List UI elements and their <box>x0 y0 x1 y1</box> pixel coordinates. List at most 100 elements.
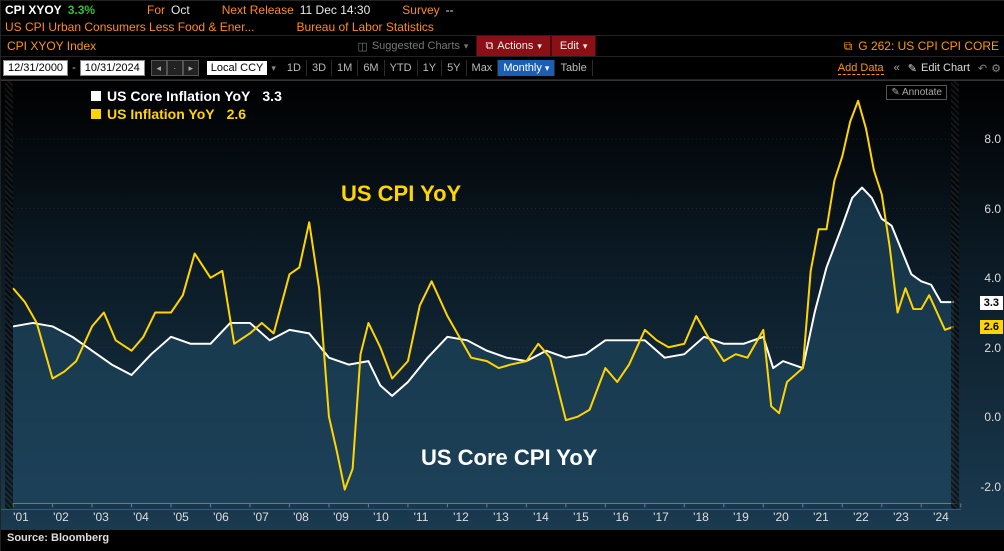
source-label: Source: <box>7 532 48 544</box>
timeframe-3d[interactable]: 3D <box>307 60 332 76</box>
ticker-value: 3.3% <box>68 3 95 17</box>
x-tick-label: '06 <box>201 509 241 529</box>
series-end-flag: 2.6 <box>980 320 1003 334</box>
legend-label: US Inflation YoY <box>107 105 215 123</box>
header-row-1: CPI XYOY 3.3% For Oct Next Release 11 De… <box>1 1 1004 18</box>
chart-area: US Core Inflation YoY3.3US Inflation YoY… <box>1 80 1004 529</box>
popout-icon[interactable]: ⧉ <box>844 39 853 54</box>
legend-item: US Inflation YoY 2.6 <box>91 105 282 123</box>
legend-swatch <box>91 109 101 119</box>
ticker-code: CPI XYOY <box>5 3 62 17</box>
timeframe-1m[interactable]: 1M <box>332 60 358 76</box>
x-tick-label: '15 <box>561 509 601 529</box>
series-end-flag: 3.3 <box>980 296 1003 310</box>
x-tick-label: '14 <box>521 509 561 529</box>
x-tick-label: '18 <box>681 509 721 529</box>
x-tick-label: '04 <box>121 509 161 529</box>
chart-icon: ◫ <box>357 40 367 53</box>
for-value: Oct <box>171 3 190 17</box>
x-tick-label: '11 <box>401 509 441 529</box>
range-toolbar: 12/31/2000 - 10/31/2024 ◂·▸ Local CCY ▾ … <box>1 57 1004 80</box>
chevron-down-icon: ▾ <box>464 41 469 52</box>
legend-value: 3.3 <box>262 87 281 105</box>
source-agency: Bureau of Labor Statistics <box>296 20 433 34</box>
ccy-select[interactable]: Local CCY <box>207 61 268 75</box>
x-tick-label: '01 <box>1 509 41 529</box>
footer: Source: Bloomberg <box>1 529 1004 551</box>
pencil-icon: ✎ <box>908 62 917 75</box>
add-data-button[interactable]: Add Data <box>838 62 884 75</box>
x-tick-label: '23 <box>881 509 921 529</box>
for-label: For <box>147 3 165 17</box>
chevron-down-icon: ▾ <box>537 41 542 52</box>
actions-button[interactable]: ⧉ Actions ▾ <box>476 36 550 56</box>
y-tick-label: 2.0 <box>984 341 1001 355</box>
legend-swatch <box>91 91 101 101</box>
settings-icon[interactable]: ⚙ <box>991 62 1001 75</box>
source-value: Bloomberg <box>51 532 109 544</box>
timeframe-ytd[interactable]: YTD <box>385 60 418 76</box>
suggested-charts-button[interactable]: ◫ Suggested Charts ▾ <box>349 36 476 56</box>
timeframe-max[interactable]: Max <box>467 60 499 76</box>
next-release-label: Next Release <box>222 3 294 17</box>
toolbar: CPI XYOY Index ◫ Suggested Charts ▾ ⧉ Ac… <box>1 35 1004 57</box>
x-tick-label: '19 <box>721 509 761 529</box>
date-stepper[interactable]: ◂·▸ <box>151 60 199 76</box>
g-chart-label: G 262: US CPI CPI CORE <box>858 39 999 53</box>
x-tick-label: '05 <box>161 509 201 529</box>
period-label: Monthly <box>503 62 542 74</box>
x-axis: '01'02'03'04'05'06'07'08'09'10'11'12'13'… <box>1 509 961 529</box>
y-tick-label: 6.0 <box>984 202 1001 216</box>
start-date-input[interactable]: 12/31/2000 <box>3 60 68 76</box>
legend-value: 2.6 <box>227 105 246 123</box>
end-date-input[interactable]: 10/31/2024 <box>80 60 145 76</box>
actions-label: Actions <box>497 40 533 52</box>
period-select[interactable]: Monthly ▾ <box>498 60 555 76</box>
x-tick-label: '22 <box>841 509 881 529</box>
y-tick-label: -2.0 <box>980 480 1001 494</box>
x-tick-label: '20 <box>761 509 801 529</box>
chart-title-core: US Core CPI YoY <box>421 445 597 471</box>
y-axis: -2.00.02.04.06.08.03.32.6 <box>961 81 1004 529</box>
timeframe-1y[interactable]: 1Y <box>418 60 442 76</box>
chart-title-headline: US CPI YoY <box>341 181 461 207</box>
edit-button[interactable]: Edit ▾ <box>551 36 597 56</box>
x-tick-label: '17 <box>641 509 681 529</box>
x-tick-label: '07 <box>241 509 281 529</box>
series-name: US CPI Urban Consumers Less Food & Ener.… <box>5 20 254 34</box>
collapse-icon[interactable]: « <box>894 62 900 74</box>
survey-value: -- <box>446 3 454 17</box>
legend-label: US Core Inflation YoY <box>107 87 250 105</box>
x-tick-label: '03 <box>81 509 121 529</box>
annotate-button[interactable]: ✎ Annotate <box>886 85 947 100</box>
timeframe-5y[interactable]: 5Y <box>442 60 466 76</box>
x-tick-label: '08 <box>281 509 321 529</box>
x-tick-label: '02 <box>41 509 81 529</box>
edit-chart-label: Edit Chart <box>921 62 970 74</box>
survey-label: Survey <box>402 3 439 17</box>
actions-icon: ⧉ <box>485 40 493 53</box>
suggested-charts-label: Suggested Charts <box>372 40 460 52</box>
undo-icon[interactable]: ↶ <box>978 62 987 75</box>
x-tick-label: '16 <box>601 509 641 529</box>
table-view-button[interactable]: Table <box>555 60 592 76</box>
y-tick-label: 4.0 <box>984 271 1001 285</box>
index-label: CPI XYOY Index <box>1 39 102 53</box>
timeframe-6m[interactable]: 6M <box>358 60 384 76</box>
chevron-down-icon: ▾ <box>583 41 588 52</box>
legend-item: US Core Inflation YoY 3.3 <box>91 87 282 105</box>
x-tick-label: '12 <box>441 509 481 529</box>
header-row-2: US CPI Urban Consumers Less Food & Ener.… <box>1 18 1004 35</box>
chevron-down-icon: ▾ <box>271 63 276 74</box>
x-tick-label: '13 <box>481 509 521 529</box>
x-tick-label: '21 <box>801 509 841 529</box>
next-release-value: 11 Dec 14:30 <box>300 3 371 17</box>
x-tick-label: '09 <box>321 509 361 529</box>
edit-label: Edit <box>560 40 579 52</box>
annotate-label: Annotate <box>902 87 942 98</box>
legend: US Core Inflation YoY3.3US Inflation YoY… <box>91 87 282 123</box>
edit-chart-button[interactable]: ✎ Edit Chart <box>908 62 970 75</box>
x-tick-label: '24 <box>921 509 961 529</box>
y-tick-label: 8.0 <box>984 132 1001 146</box>
timeframe-1d[interactable]: 1D <box>282 60 307 76</box>
